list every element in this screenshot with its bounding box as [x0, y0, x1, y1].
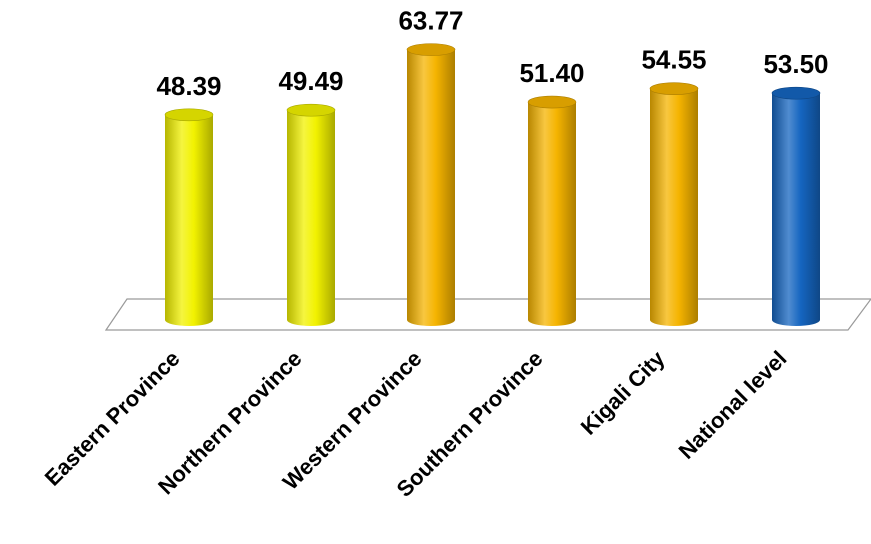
bar-top: [286, 103, 336, 117]
chart-floor: [104, 298, 871, 331]
bar-national-level: [771, 86, 821, 326]
value-label: 48.39: [156, 71, 221, 101]
bar-body: [407, 49, 455, 326]
value-label: 54.55: [641, 45, 706, 75]
bar-western-province: [406, 43, 456, 326]
bar-body: [165, 114, 213, 326]
category-label: Kigali City: [576, 345, 670, 439]
bar-top: [527, 95, 577, 109]
bar-body: [772, 93, 820, 326]
value-label: 53.50: [763, 49, 828, 79]
bar-eastern-province: [164, 108, 214, 326]
bar-kigali-city: [649, 82, 699, 326]
category-label: National level: [674, 346, 792, 464]
bar-top: [771, 86, 821, 100]
bar-top: [164, 108, 214, 122]
bar-top: [406, 43, 456, 56]
category-label: Eastern Province: [40, 346, 185, 491]
value-labels-layer: 48.39 49.49 63.77 51.40 54.55 53.50: [156, 6, 828, 101]
bar-body: [650, 88, 698, 326]
bar-southern-province: [527, 95, 577, 327]
value-label: 63.77: [398, 6, 463, 36]
bar-body: [528, 102, 576, 327]
bar-top: [649, 82, 699, 96]
bars-layer: [164, 43, 821, 327]
bar-northern-province: [286, 103, 336, 326]
value-label: 49.49: [278, 66, 343, 96]
value-label: 51.40: [519, 58, 584, 88]
bar-body: [287, 110, 335, 326]
